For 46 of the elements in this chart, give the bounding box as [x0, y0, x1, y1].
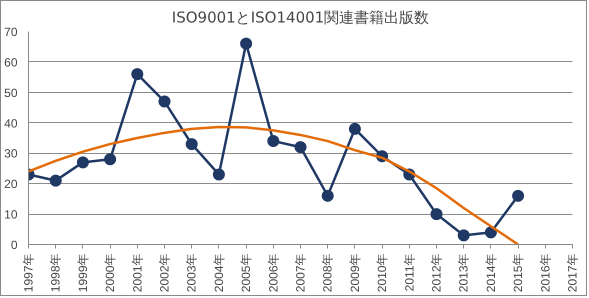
x-tick-label: 2001年 — [130, 253, 144, 292]
x-tick-label: 1997年 — [22, 253, 36, 292]
x-tick-label: 1999年 — [76, 253, 90, 292]
y-tick-label: 40 — [4, 116, 18, 130]
x-tick-label: 1998年 — [48, 253, 63, 292]
point — [458, 229, 470, 242]
y-tick-label: 50 — [4, 86, 18, 100]
y-tick-label: 30 — [4, 146, 18, 161]
y-tick-label: 0 — [10, 238, 18, 252]
x-tick-label: 2008年 — [320, 253, 335, 292]
y-tick-label: 10 — [4, 208, 18, 222]
point — [322, 190, 334, 202]
point — [104, 153, 116, 166]
x-tick-label: 2016年 — [538, 253, 552, 292]
point — [186, 138, 198, 150]
point — [212, 168, 225, 181]
x-tick-label: 2005年 — [239, 253, 254, 292]
line-series — [28, 126, 520, 244]
x-tick-label: 2009年 — [348, 253, 362, 292]
x-tick-label: 2007年 — [294, 253, 308, 292]
point — [240, 38, 252, 50]
y-tick-label: 70 — [4, 25, 18, 39]
x-tick-label: 2015年 — [511, 253, 526, 292]
point — [76, 156, 89, 168]
x-tick-label: 2000年 — [103, 253, 118, 292]
point — [267, 135, 280, 148]
point — [512, 190, 524, 202]
point — [348, 122, 361, 135]
x-tick-label: 2014年 — [484, 253, 498, 292]
x-tick-label: 2011年 — [402, 253, 416, 292]
point — [430, 208, 442, 220]
point — [50, 174, 62, 187]
y-tick-label: 20 — [4, 177, 18, 192]
x-tick-label: 2003年 — [184, 253, 199, 292]
x-tick-label: 2010年 — [375, 253, 390, 292]
point — [294, 141, 306, 154]
x-tick-label: 2012年 — [430, 253, 444, 292]
x-tick-label: 2006年 — [266, 253, 280, 292]
chart-title: ISO9001とISO14001関連書籍出版数 — [172, 8, 430, 26]
point — [131, 68, 144, 80]
point — [158, 95, 170, 108]
x-tick-label: 2004年 — [212, 253, 226, 292]
x-tick-label: 2013年 — [456, 253, 471, 292]
x-tick-label: 2002年 — [158, 253, 172, 292]
y-tick-label: 60 — [4, 55, 18, 70]
x-tick-label: 2017年 — [566, 253, 580, 292]
